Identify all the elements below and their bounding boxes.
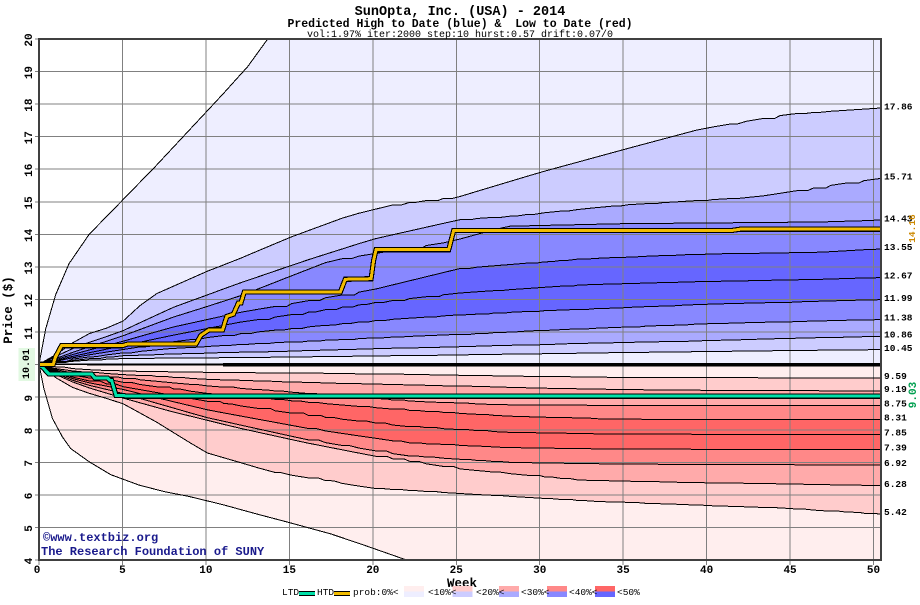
svg-text:prob:0%<: prob:0%<	[353, 587, 399, 598]
svg-text:14.16: 14.16	[907, 214, 918, 243]
svg-text:8.75: 8.75	[884, 398, 907, 409]
svg-text:15.71: 15.71	[884, 172, 913, 183]
svg-text:<50%: <50%	[617, 587, 640, 598]
svg-text:12.67: 12.67	[884, 271, 913, 282]
svg-text:17.86: 17.86	[884, 102, 913, 113]
svg-text:HTD: HTD	[317, 587, 334, 598]
svg-text:LTD: LTD	[282, 587, 299, 598]
svg-text:4: 4	[24, 557, 36, 564]
svg-text:14: 14	[24, 228, 36, 242]
svg-text:The Research Foundation of SUN: The Research Foundation of SUNY	[41, 545, 265, 559]
svg-text:12: 12	[24, 294, 36, 307]
svg-text:45: 45	[783, 565, 797, 577]
svg-text:11.99: 11.99	[884, 293, 913, 304]
svg-text:19: 19	[24, 66, 36, 79]
svg-text:Price ($): Price ($)	[2, 276, 16, 344]
svg-text:16: 16	[24, 164, 36, 177]
svg-text:8: 8	[24, 427, 36, 434]
svg-text:30: 30	[533, 565, 546, 577]
svg-text:8.31: 8.31	[884, 413, 907, 424]
svg-text:6.28: 6.28	[884, 479, 907, 490]
svg-text:11.38: 11.38	[884, 313, 913, 324]
svg-text:10.45: 10.45	[884, 343, 913, 354]
svg-text:7.85: 7.85	[884, 428, 907, 439]
svg-text:<30%<: <30%<	[521, 587, 550, 598]
svg-text:15: 15	[283, 565, 297, 577]
svg-text:15: 15	[24, 196, 36, 210]
svg-text:10: 10	[199, 565, 212, 577]
svg-text:vol:1.97% iter:2000 step:10 hu: vol:1.97% iter:2000 step:10 hurst:0.57 d…	[307, 29, 613, 41]
svg-text:5: 5	[24, 525, 36, 532]
svg-text:17: 17	[24, 131, 36, 144]
svg-text:10.01: 10.01	[22, 349, 33, 379]
svg-text:18: 18	[24, 98, 36, 112]
svg-text:10.86: 10.86	[884, 330, 913, 341]
svg-text:14.43: 14.43	[884, 213, 913, 224]
svg-text:35: 35	[617, 565, 631, 577]
svg-text:9: 9	[24, 395, 36, 402]
svg-text:0: 0	[34, 565, 41, 577]
svg-text:6: 6	[24, 493, 36, 500]
svg-text:5: 5	[119, 565, 126, 577]
svg-text:20: 20	[366, 565, 379, 577]
svg-text:25: 25	[450, 565, 464, 577]
svg-text:SunOpta, Inc. (USA) - 2014: SunOpta, Inc. (USA) - 2014	[355, 5, 566, 20]
svg-text:20: 20	[24, 33, 36, 46]
svg-text:50: 50	[867, 565, 880, 577]
svg-text:Predicted High to Date (blue): Predicted High to Date (blue) & Low to D…	[287, 18, 632, 31]
svg-text:7.39: 7.39	[884, 443, 907, 454]
svg-text:<20%<: <20%<	[476, 587, 505, 598]
svg-text:40: 40	[700, 565, 713, 577]
svg-text:9.03: 9.03	[908, 381, 920, 408]
svg-text:9.19: 9.19	[884, 384, 907, 395]
svg-text:<10%<: <10%<	[428, 587, 457, 598]
svg-text:©www.textbiz.org: ©www.textbiz.org	[43, 531, 158, 545]
svg-text:<40%<: <40%<	[569, 587, 598, 598]
svg-text:6.92: 6.92	[884, 458, 907, 469]
svg-text:11: 11	[24, 326, 36, 340]
svg-text:13: 13	[24, 261, 36, 275]
svg-text:7: 7	[24, 460, 36, 467]
svg-text:13.55: 13.55	[884, 242, 913, 253]
svg-text:9.59: 9.59	[884, 371, 907, 382]
svg-text:5.42: 5.42	[884, 507, 907, 518]
